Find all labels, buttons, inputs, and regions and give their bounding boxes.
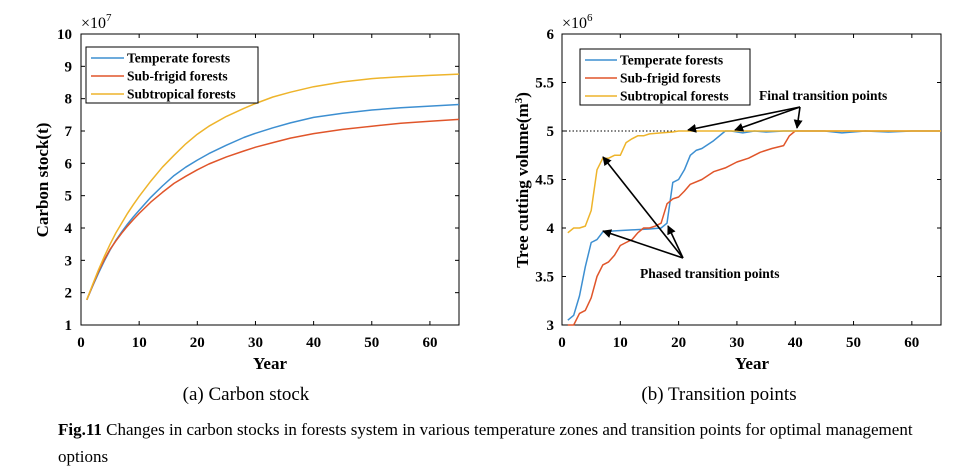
x-axis-label: Year — [253, 354, 287, 373]
subcaption-b: (b) Transition points — [641, 384, 796, 405]
x-tick-label: 50 — [364, 335, 379, 351]
y-tick-label: 6 — [65, 156, 73, 172]
y-tick-label: 4 — [547, 221, 555, 237]
x-tick-label: 30 — [248, 335, 263, 351]
y-tick-label: 2 — [65, 286, 73, 302]
x-tick-label: 60 — [904, 335, 919, 351]
exponent-label: ×106 — [562, 12, 593, 32]
legend-label-temperate: Temperate forests — [620, 53, 723, 68]
x-tick-label: 20 — [190, 335, 205, 351]
y-tick-label: 1 — [65, 318, 73, 334]
annotation-phased-transition: Phased transition points — [640, 266, 780, 281]
y-axis-label: Carbon stock(t) — [33, 123, 52, 238]
arrow-phased-3 — [667, 225, 684, 259]
y-tick-label: 8 — [65, 92, 73, 108]
legend-label-subtropical: Subtropical forests — [620, 89, 729, 104]
x-tick-label: 10 — [132, 335, 147, 351]
y-tick-label: 3.5 — [535, 270, 554, 286]
legend-label-subfrigid: Sub-frigid forests — [620, 71, 721, 86]
series-line-subfrigid — [567, 130, 941, 326]
y-tick-label: 10 — [57, 27, 72, 43]
arrow-phased-1 — [602, 156, 684, 259]
y-tick-label: 6 — [547, 27, 555, 43]
legend: Temperate forests Sub-frigid forests Sub… — [579, 48, 751, 106]
series-lines — [86, 73, 460, 301]
y-axis-label: Tree cutting volume(m3) — [513, 92, 532, 268]
arrow-final-3 — [793, 106, 803, 129]
legend-label-temperate: Temperate forests — [127, 51, 230, 66]
x-tick-label: 20 — [671, 335, 686, 351]
arrow-phased-2 — [602, 229, 684, 259]
y-tick-label: 5.5 — [535, 76, 554, 92]
legend-label-subfrigid: Sub-frigid forests — [127, 69, 228, 84]
x-tick-label: 40 — [788, 335, 803, 351]
y-tick-label: 4.5 — [535, 173, 554, 189]
figure-caption-text: Changes in carbon stocks in forests syst… — [58, 420, 913, 466]
figure-caption: Fig.11 Changes in carbon stocks in fores… — [58, 416, 938, 470]
series-line-subtropical — [86, 73, 460, 301]
annotation-final-transition: Final transition points — [759, 88, 887, 103]
y-tick-label: 5 — [547, 124, 555, 140]
x-tick-label: 50 — [846, 335, 861, 351]
y-tick-label: 9 — [65, 59, 73, 75]
chart-carbon-stock: 0 10 20 30 40 50 60 1 2 3 4 5 6 7 8 9 10… — [33, 12, 460, 373]
x-tick-label: 0 — [77, 335, 85, 351]
exponent-label: ×107 — [81, 12, 112, 32]
series-line-subfrigid — [86, 118, 460, 301]
x-tick-label: 0 — [558, 335, 566, 351]
subcaption-a: (a) Carbon stock — [183, 384, 310, 405]
y-tick-label: 4 — [65, 221, 73, 237]
chart-transition-points: 0 10 20 30 40 50 60 3 3.5 4 4.5 5 5.5 6 … — [513, 12, 942, 373]
y-tick-label: 7 — [65, 124, 73, 140]
y-tick-label: 3 — [65, 253, 73, 269]
x-tick-label: 30 — [729, 335, 744, 351]
x-tick-label: 40 — [306, 335, 321, 351]
tick-marks — [80, 33, 459, 326]
x-tick-label: 10 — [613, 335, 628, 351]
x-tick-label: 60 — [423, 335, 438, 351]
legend-label-subtropical: Subtropical forests — [127, 87, 236, 102]
arrow-final-2 — [734, 106, 801, 132]
arrow-final-1 — [687, 106, 801, 133]
figure-label: Fig.11 — [58, 420, 102, 439]
x-axis-label: Year — [735, 354, 769, 373]
legend: Temperate forests Sub-frigid forests Sub… — [85, 46, 259, 104]
y-tick-label: 5 — [65, 189, 73, 205]
y-tick-label: 3 — [547, 318, 555, 334]
